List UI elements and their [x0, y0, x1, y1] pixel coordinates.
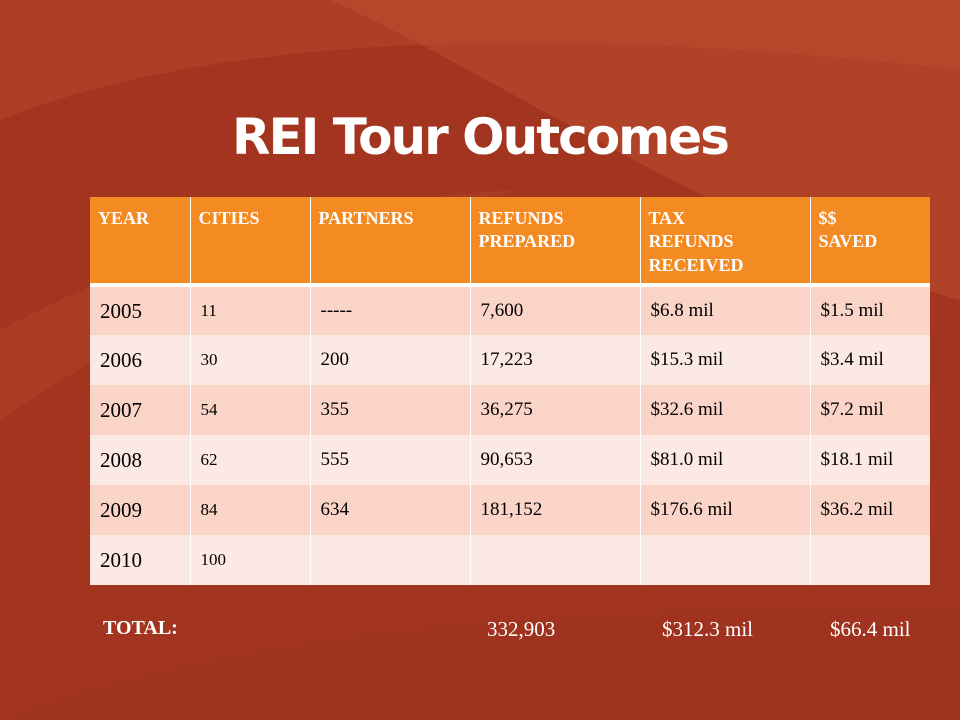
cell-partners: [309, 535, 471, 585]
cell-refunds-prepared: 17,223: [469, 335, 641, 385]
cell-tax-refunds: $15.3 mil: [639, 335, 811, 385]
cell-partners: 355: [309, 385, 471, 435]
cell-cities: 54: [189, 385, 311, 435]
cell-tax-refunds: [639, 535, 811, 585]
cell-year: 2006: [90, 335, 191, 385]
cell-partners: 634: [309, 485, 471, 535]
cell-tax-refunds: $81.0 mil: [639, 435, 811, 485]
cell-saved: $7.2 mil: [809, 385, 930, 435]
cell-tax-refunds: $32.6 mil: [639, 385, 811, 435]
cell-refunds-prepared: 90,653: [469, 435, 641, 485]
total-label: TOTAL:: [103, 617, 178, 639]
cell-year: 2010: [90, 535, 191, 585]
table-row: 2010 100: [90, 535, 930, 585]
cell-cities: 100: [189, 535, 311, 585]
cell-cities: 62: [189, 435, 311, 485]
table-row: 2005 11 ----- 7,600 $6.8 mil $1.5 mil: [90, 285, 930, 335]
cell-tax-refunds: $6.8 mil: [639, 285, 811, 335]
table-row: 2008 62 555 90,653 $81.0 mil $18.1 mil: [90, 435, 930, 485]
header-row: YEAR CITIES PARTNERS REFUNDS PREPARED TA…: [90, 197, 930, 285]
cell-saved: $18.1 mil: [809, 435, 930, 485]
table-row: 2007 54 355 36,275 $32.6 mil $7.2 mil: [90, 385, 930, 435]
cell-saved: [809, 535, 930, 585]
cell-refunds-prepared: 36,275: [469, 385, 641, 435]
header-cell-partners: PARTNERS: [309, 197, 471, 285]
cell-refunds-prepared: 181,152: [469, 485, 641, 535]
header-cell-saved: $$ SAVED: [809, 197, 930, 285]
cell-saved: $3.4 mil: [809, 335, 930, 385]
cell-year: 2008: [90, 435, 191, 485]
header-cell-refunds-prepared: REFUNDS PREPARED: [469, 197, 641, 285]
cell-year: 2009: [90, 485, 191, 535]
cell-cities: 11: [189, 285, 311, 335]
header-cell-cities: CITIES: [189, 197, 311, 285]
cell-saved: $1.5 mil: [809, 285, 930, 335]
total-refunds: 332,903: [487, 617, 556, 641]
total-saved: $66.4 mil: [830, 617, 911, 641]
cell-saved: $36.2 mil: [809, 485, 930, 535]
header-cell-year: YEAR: [90, 197, 191, 285]
cell-partners: 555: [309, 435, 471, 485]
cell-year: 2005: [90, 285, 191, 335]
page-title: REI Tour Outcomes: [232, 108, 730, 166]
table-row: 2006 30 200 17,223 $15.3 mil $3.4 mil: [90, 335, 930, 385]
cell-year: 2007: [90, 385, 191, 435]
outcomes-table: YEAR CITIES PARTNERS REFUNDS PREPARED TA…: [90, 197, 930, 585]
cell-refunds-prepared: [469, 535, 641, 585]
cell-cities: 30: [189, 335, 311, 385]
cell-refunds-prepared: 7,600: [469, 285, 641, 335]
cell-partners: 200: [309, 335, 471, 385]
header-cell-tax-refunds-received: TAX REFUNDS RECEIVED: [639, 197, 811, 285]
table-row: 2009 84 634 181,152 $176.6 mil $36.2 mil: [90, 485, 930, 535]
cell-tax-refunds: $176.6 mil: [639, 485, 811, 535]
total-tax-refunds: $312.3 mil: [662, 617, 754, 641]
cell-partners: -----: [309, 285, 471, 335]
cell-cities: 84: [189, 485, 311, 535]
